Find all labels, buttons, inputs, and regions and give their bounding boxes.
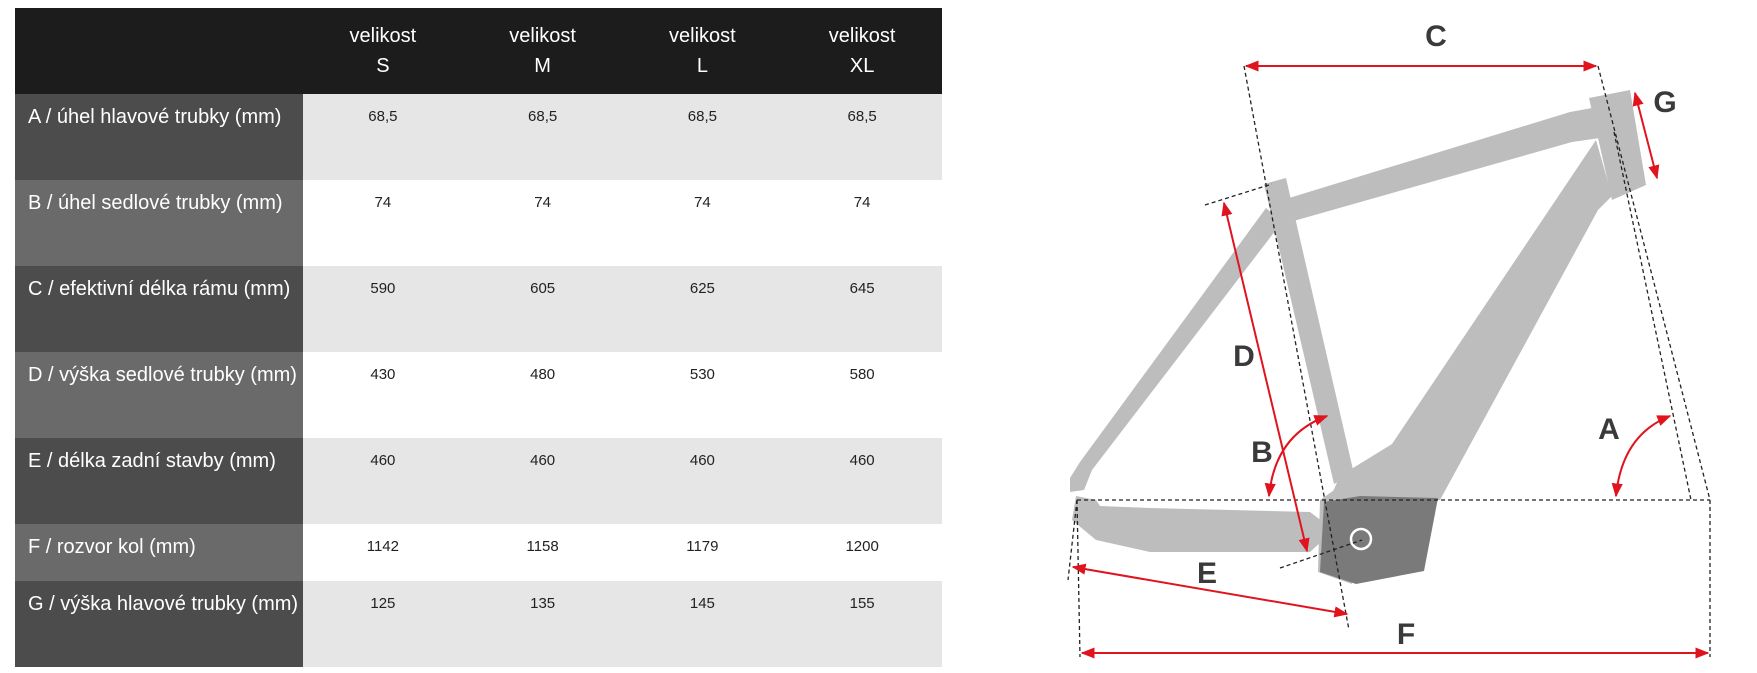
value-cell: 125 [303,581,463,667]
arrow-e [1071,563,1349,618]
header-size-m: velikost M [462,8,623,94]
value-cell: 460 [782,438,942,524]
value-cell: 605 [462,266,623,352]
value-cell: 625 [622,266,783,352]
value-cell: 460 [462,438,623,524]
row-label: G / výška hlavové trubky (mm) [15,581,303,667]
value-cell: 68,5 [462,94,623,180]
seat-tube [1264,178,1354,484]
value-cell: 74 [303,180,463,266]
row-label: F / rozvor kol (mm) [15,524,303,581]
label-b: B [1251,436,1273,469]
value-cell: 74 [462,180,623,266]
table-row: E / délka zadní stavby (mm) 460 460 460 460 [15,438,942,524]
header-size-s: velikost S [303,8,463,94]
geometry-table: velikost S velikost M velikost L velikost XL… [15,8,942,667]
motor [1320,496,1438,584]
value-cell: 1200 [782,524,942,581]
head-tube [1589,90,1646,200]
value-cell: 430 [303,352,463,438]
table-row: D / výška sedlové trubky (mm) 430 480 530 58… [15,352,942,438]
header-text: velikost [509,25,576,47]
arrow-g [1632,91,1660,180]
label-c: C [1425,20,1447,53]
label-d: D [1233,340,1255,373]
header-text: velikost [828,25,896,47]
dimension-labels: C G D B A E F [1197,20,1677,651]
header-text: velikost [349,25,417,47]
value-cell: 530 [622,352,783,438]
header-size-xl: velikost XL [782,8,942,94]
table-row: A / úhel hlavové trubky (mm) 68,5 68,5 68,5… [15,94,942,180]
value-cell: 580 [782,352,942,438]
value-cell: 480 [462,352,623,438]
row-label: B / úhel sedlové trubky (mm) [15,180,303,266]
header-text: velikost [669,25,736,47]
label-a: A [1598,413,1620,446]
value-cell: 68,5 [303,94,463,180]
row-label: C / efektivní délka rámu (mm) [15,266,303,352]
label-e: E [1197,557,1217,590]
value-cell: 460 [622,438,783,524]
value-cell: 74 [782,180,942,266]
table-row: G / výška hlavové trubky (mm) 125 135 145 15… [15,581,942,667]
row-label: A / úhel hlavové trubky (mm) [15,94,303,180]
row-label: E / délka zadní stavby (mm) [15,438,303,524]
frame-geometry-diagram: C G D B A E F [1067,20,1711,659]
value-cell: 135 [462,581,623,667]
table-header-row: velikost S velikost M velikost L velikost XL [15,8,942,94]
top-tube [1276,108,1600,222]
header-size: XL [849,55,875,77]
value-cell: 155 [782,581,942,667]
table-row: F / rozvor kol (mm) 1142 1158 1179 1200 [15,524,942,581]
value-cell: 145 [622,581,783,667]
label-g: G [1653,86,1676,119]
header-corner [15,8,303,94]
label-f: F [1397,618,1415,651]
table-row: C / efektivní délka rámu (mm) 590 605 625 64… [15,266,942,352]
header-size: L [696,55,708,77]
chainstay [1072,496,1334,552]
value-cell: 1142 [303,524,463,581]
value-cell: 1179 [622,524,783,581]
value-cell: 68,5 [782,94,942,180]
down-tube [1330,140,1612,500]
header-size: M [534,55,551,77]
row-label: D / výška sedlové trubky (mm) [15,352,303,438]
arc-b [1264,415,1329,498]
bottom-bracket-icon [1349,527,1373,551]
table-row: B / úhel sedlové trubky (mm) 74 74 74 74 [15,180,942,266]
value-cell: 68,5 [622,94,783,180]
value-cell: 590 [303,266,463,352]
header-size-l: velikost L [622,8,783,94]
value-cell: 645 [782,266,942,352]
value-cell: 1158 [462,524,623,581]
dimension-arrows [1071,60,1710,659]
value-cell: 74 [622,180,783,266]
value-cell: 460 [303,438,463,524]
arc-a [1611,415,1672,498]
header-size: S [376,55,390,77]
